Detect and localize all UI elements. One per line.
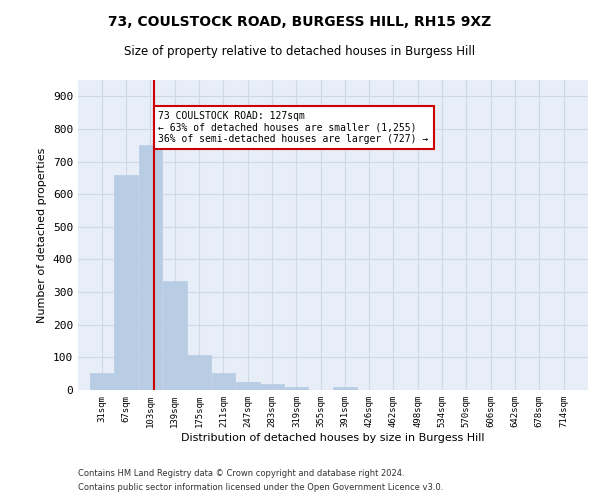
Text: Contains public sector information licensed under the Open Government Licence v3: Contains public sector information licen… (78, 484, 443, 492)
Bar (114, 174, 138, 390)
Text: 73, COULSTOCK ROAD, BURGESS HILL, RH15 9XZ: 73, COULSTOCK ROAD, BURGESS HILL, RH15 9… (109, 15, 491, 29)
X-axis label: Distribution of detached houses by size in Burgess Hill: Distribution of detached houses by size … (181, 432, 485, 442)
Bar (334, 386, 357, 390)
Bar (236, 382, 260, 390)
Text: Size of property relative to detached houses in Burgess Hill: Size of property relative to detached ho… (124, 45, 476, 58)
Bar (139, 146, 162, 390)
Bar (284, 386, 308, 390)
Bar (90, 373, 113, 390)
Bar (163, 280, 187, 390)
Bar (260, 384, 284, 390)
Text: Contains HM Land Registry data © Crown copyright and database right 2024.: Contains HM Land Registry data © Crown c… (78, 468, 404, 477)
Text: 73 COULSTOCK ROAD: 127sqm
← 63% of detached houses are smaller (1,255)
36% of se: 73 COULSTOCK ROAD: 127sqm ← 63% of detac… (158, 111, 429, 144)
Bar (212, 373, 235, 390)
Bar (187, 355, 211, 390)
Y-axis label: Number of detached properties: Number of detached properties (37, 148, 47, 322)
